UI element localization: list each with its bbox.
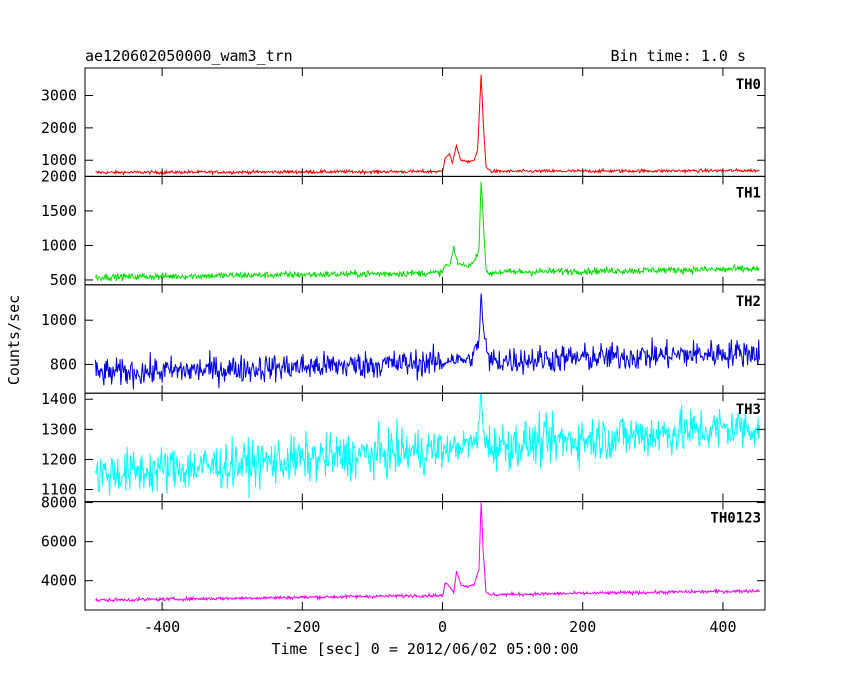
y-tick-label: 1300: [41, 420, 77, 438]
panel-label-th2: TH2: [736, 294, 761, 310]
panel-th0: 1000 2000 3000 TH0: [41, 67, 766, 177]
panel-label-th3: TH3: [736, 402, 761, 418]
y-tick-label: 2000: [41, 119, 77, 137]
panel-th3: 1100 1200 1300 1400 TH3: [41, 390, 766, 503]
bin-time-label: Bin time: 1.0 s: [611, 47, 746, 65]
panels-group: 100020003000TH0500100015002000TH18001000…: [41, 67, 766, 636]
y-tick-label: 1400: [41, 390, 77, 408]
series-line-th1: [95, 181, 760, 282]
y-tick-label: 6000: [41, 533, 77, 551]
y-tick-label: 500: [50, 271, 77, 289]
panel-th0123: 4000 6000 8000 TH0123: [41, 494, 766, 611]
panel-frame: [84, 67, 766, 177]
panel-label-th0: TH0: [736, 77, 761, 93]
x-tick-label: 0: [438, 618, 447, 636]
y-tick-label: 800: [50, 355, 77, 373]
y-tick-label: 8000: [41, 494, 77, 512]
y-tick-label: 1500: [41, 202, 77, 220]
x-tick-label: 200: [569, 618, 596, 636]
y-tick-label: 1100: [41, 481, 77, 499]
series-line-th0123: [95, 502, 760, 603]
y-tick-label: 2000: [41, 167, 77, 185]
y-tick-label: 4000: [41, 572, 77, 590]
y-tick-label: 1000: [41, 151, 77, 169]
panel-th2: 800 1000 TH2: [41, 284, 766, 394]
x-axis-label: Time [sec] 0 = 2012/06/02 05:00:00: [271, 640, 578, 658]
y-tick-label: 1000: [41, 236, 77, 254]
panel-th1: 500 1000 1500 2000 TH1: [41, 167, 766, 289]
y-tick-label: 1200: [41, 450, 77, 468]
panel-frame: [84, 501, 766, 611]
panel-label-th1: TH1: [736, 185, 761, 201]
y-tick-label: 3000: [41, 87, 77, 105]
panel-frame: [84, 284, 766, 394]
y-tick-label: 1000: [41, 311, 77, 329]
x-tick-label: -200: [284, 618, 320, 636]
series-line-th0: [95, 74, 760, 177]
series-line-th2: [95, 293, 760, 390]
x-tick-label: -400: [144, 618, 180, 636]
chart-title: ae120602050000_wam3_trn: [85, 47, 293, 65]
x-tick-label: 400: [709, 618, 736, 636]
y-axis-label: Counts/sec: [5, 295, 23, 385]
panel-frame: [84, 392, 766, 503]
series-line-th3: [95, 393, 760, 499]
panel-label-th0123: TH0123: [710, 511, 761, 527]
